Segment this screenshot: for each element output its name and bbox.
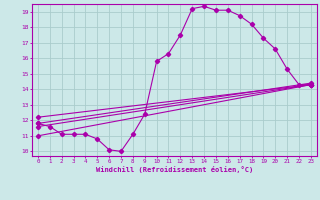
X-axis label: Windchill (Refroidissement éolien,°C): Windchill (Refroidissement éolien,°C)	[96, 166, 253, 173]
